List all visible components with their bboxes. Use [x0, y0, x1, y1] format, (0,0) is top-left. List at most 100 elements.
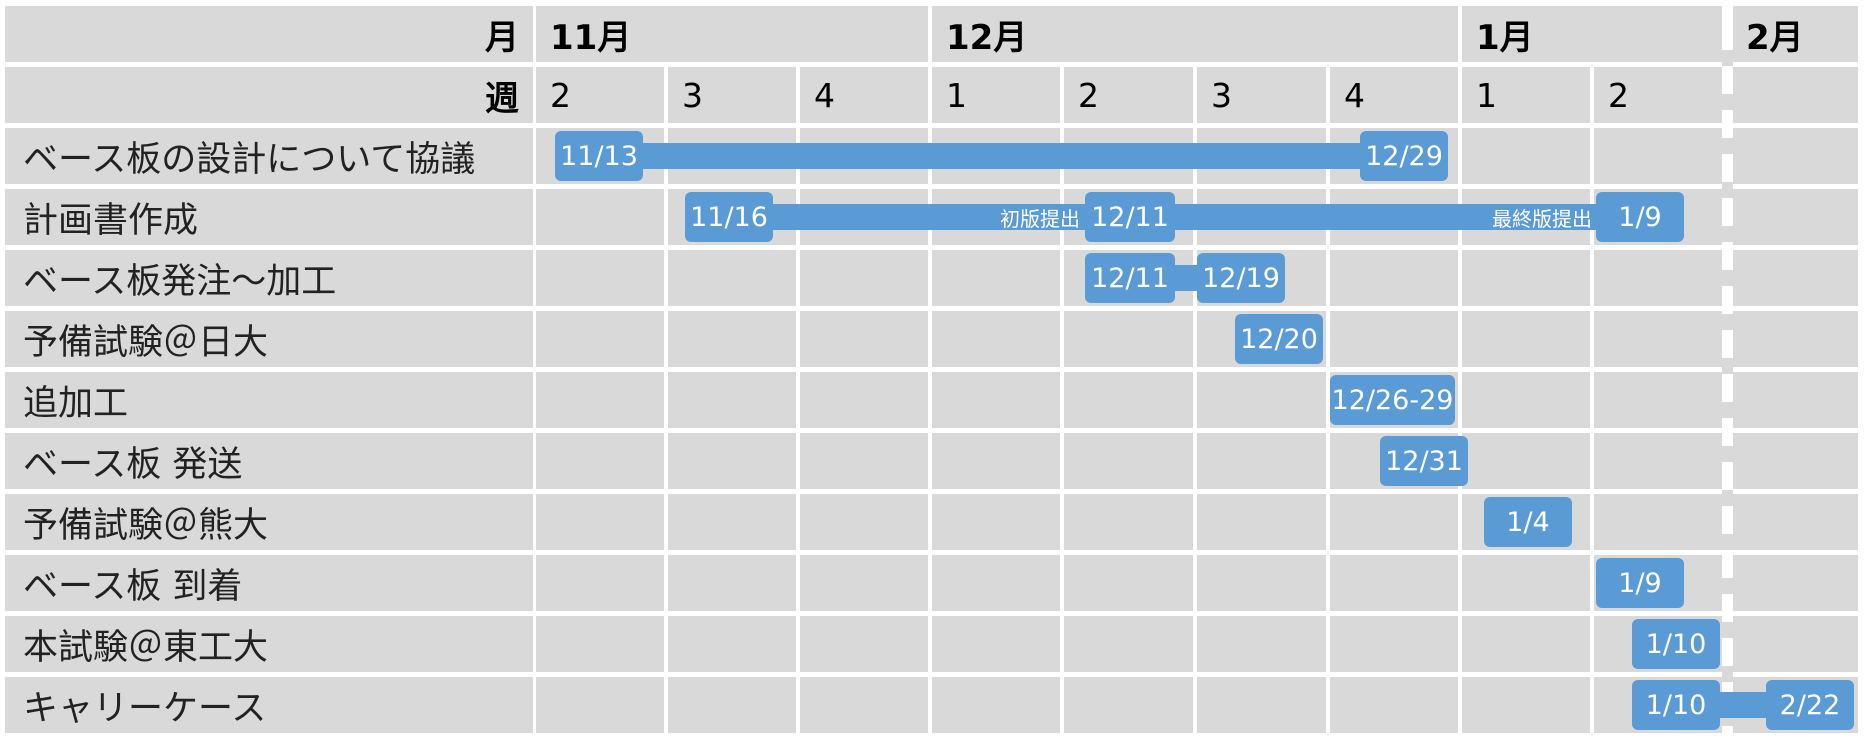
month-cell: 12月 [932, 6, 1458, 62]
week-cell: 1 [1462, 67, 1590, 123]
task-label: キャリーケース [5, 677, 533, 733]
task-date-label: 12/26-29 [1330, 375, 1455, 425]
week-cell: 2 [1594, 67, 1728, 123]
grid-cell [932, 250, 1060, 306]
task-date-label: 1/10 [1632, 619, 1720, 669]
grid-cell [1594, 372, 1728, 428]
month-header-label: 月 [5, 6, 533, 62]
grid-cell [536, 677, 664, 733]
task-date-label: 12/29 [1360, 131, 1448, 181]
month-divider-gap [1722, 358, 1733, 374]
month-divider-gap [1722, 226, 1733, 242]
task-bar [590, 143, 1400, 169]
grid-cell [1330, 677, 1458, 733]
grid-cell [1330, 616, 1458, 672]
task-date-label: 12/20 [1235, 314, 1323, 364]
task-date-label: 11/13 [555, 131, 643, 181]
month-divider-gap [1722, 182, 1733, 198]
grid-cell [800, 372, 928, 428]
grid-cell [1462, 677, 1590, 733]
grid-cell [800, 677, 928, 733]
task-label: 予備試験＠日大 [5, 311, 533, 367]
task-date-label: 12/11 [1085, 253, 1175, 303]
month-divider-gap [1722, 314, 1733, 330]
task-label: ベース板の設計について協議 [5, 128, 533, 184]
grid-cell [1064, 494, 1193, 550]
task-date-label: 1/9 [1596, 558, 1684, 608]
week-header-label: 週 [5, 67, 533, 123]
month-divider-gap [1722, 94, 1733, 110]
grid-cell [1197, 677, 1326, 733]
grid-cell [668, 250, 796, 306]
task-date-label: 1/9 [1596, 192, 1684, 242]
grid-cell [668, 677, 796, 733]
grid-cell [668, 494, 796, 550]
grid-cell [1330, 555, 1458, 611]
grid-cell [1064, 616, 1193, 672]
month-divider-gap [1722, 138, 1733, 154]
grid-cell [1197, 555, 1326, 611]
grid-cell [536, 555, 664, 611]
grid-cell [1064, 311, 1193, 367]
grid-cell [1462, 128, 1590, 184]
task-label: ベース板 発送 [5, 433, 533, 489]
grid-cell [536, 494, 664, 550]
grid-cell [1330, 494, 1458, 550]
month-divider-gap [1722, 490, 1733, 506]
grid-cell [1594, 128, 1728, 184]
grid-cell [1732, 433, 1858, 489]
month-cell: 11月 [536, 6, 928, 62]
week-cell: 2 [1064, 67, 1193, 123]
task-label: 本試験＠東工大 [5, 616, 533, 672]
grid-cell [932, 433, 1060, 489]
week-cell: 4 [800, 67, 928, 123]
grid-cell [668, 616, 796, 672]
grid-cell [1732, 372, 1858, 428]
grid-cell [1462, 372, 1590, 428]
grid-cell [1732, 250, 1858, 306]
week-cell: 2 [536, 67, 664, 123]
grid-cell [800, 311, 928, 367]
grid-cell [932, 616, 1060, 672]
week-cell: 4 [1330, 67, 1458, 123]
grid-cell [1064, 372, 1193, 428]
task-label: 予備試験＠熊大 [5, 494, 533, 550]
milestone-note: 最終版提出 [1492, 207, 1592, 231]
grid-cell [1594, 250, 1728, 306]
grid-cell [1197, 433, 1326, 489]
task-date-label: 12/19 [1197, 253, 1285, 303]
month-divider-gap [1722, 534, 1733, 550]
month-divider-gap [1722, 622, 1733, 638]
grid-cell [1197, 494, 1326, 550]
grid-cell [668, 311, 796, 367]
grid-cell [1462, 616, 1590, 672]
task-date-label: 1/4 [1484, 497, 1572, 547]
grid-cell [1462, 250, 1590, 306]
grid-cell [536, 372, 664, 428]
grid-cell [1197, 372, 1326, 428]
grid-cell [932, 677, 1060, 733]
task-label: 追加工 [5, 372, 533, 428]
grid-cell [536, 189, 664, 245]
month-divider-gap [1722, 50, 1733, 66]
grid-cell [668, 555, 796, 611]
grid-cell [932, 555, 1060, 611]
grid-cell [800, 250, 928, 306]
grid-cell [1594, 433, 1728, 489]
task-date-label: 2/22 [1766, 680, 1854, 730]
grid-cell [1064, 433, 1193, 489]
task-label: ベース板発注～加工 [5, 250, 533, 306]
week-cell: 3 [668, 67, 796, 123]
month-divider-gap [1722, 710, 1733, 726]
grid-cell [800, 555, 928, 611]
task-date-label: 11/16 [685, 192, 773, 242]
grid-cell [536, 250, 664, 306]
grid-cell [932, 372, 1060, 428]
task-label: 計画書作成 [5, 189, 533, 245]
grid-cell [1462, 311, 1590, 367]
grid-cell [1462, 433, 1590, 489]
grid-cell [1330, 311, 1458, 367]
month-divider-gap [1722, 270, 1733, 286]
grid-cell [1732, 189, 1858, 245]
